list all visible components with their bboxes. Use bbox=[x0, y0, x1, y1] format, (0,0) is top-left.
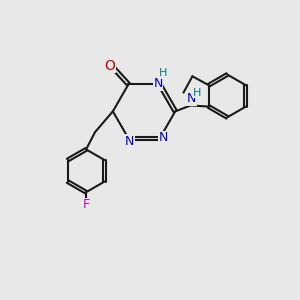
Text: F: F bbox=[82, 198, 90, 211]
Text: H: H bbox=[159, 68, 168, 78]
Text: H: H bbox=[193, 88, 201, 98]
Text: N: N bbox=[187, 92, 196, 105]
Text: N: N bbox=[158, 131, 168, 144]
Text: N: N bbox=[125, 135, 135, 148]
Text: N: N bbox=[154, 77, 163, 90]
Text: O: O bbox=[104, 58, 115, 73]
